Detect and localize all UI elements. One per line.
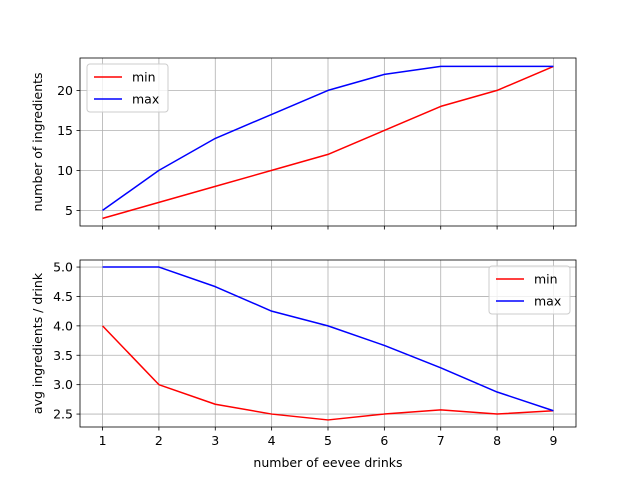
legend-box [86, 63, 169, 113]
y-tick-label: 5 [65, 203, 73, 218]
y-axis-label: avg ingredients / drink [30, 272, 45, 414]
x-tick-label: 2 [155, 433, 163, 448]
y-tick-label: 4.0 [53, 318, 73, 333]
series-line-max [102, 266, 554, 412]
y-tick-label: 5.0 [53, 260, 73, 275]
series-line-min [102, 65, 554, 220]
x-tick-label: 3 [211, 433, 219, 448]
x-tick-label: 7 [437, 433, 445, 448]
chart-panel-2: 1 2 3 4 5 6 7 8 9 2.5 3.0 3.5 4.0 4.5 5.0 avg ingredien… [30, 260, 577, 470]
chart-panel-1: 5 10 15 20 number of ingredients min max [30, 57, 577, 230]
series-line-min [102, 325, 554, 421]
legend: min max [488, 265, 571, 315]
x-tick-label: 8 [493, 433, 501, 448]
y-tick-label: 3.0 [53, 377, 73, 392]
x-tick-label: 1 [99, 433, 107, 448]
series-line-max [102, 65, 554, 212]
x-tick-label: 6 [380, 433, 388, 448]
x-tick-label: 5 [324, 433, 332, 448]
x-tick-label: 4 [268, 433, 276, 448]
y-tick-label: 2.5 [53, 407, 73, 422]
y-tick-label: 20 [57, 83, 73, 98]
x-tick-label: 9 [549, 433, 557, 448]
legend-label-min: min [132, 70, 156, 85]
legend-label-max: max [132, 92, 159, 107]
x-axis-label: number of eevee drinks [253, 455, 402, 470]
legend: min max [86, 63, 169, 113]
legend-label-min: min [534, 272, 558, 287]
legend-box [488, 265, 571, 315]
y-tick-label: 3.5 [53, 348, 73, 363]
y-axis-label: number of ingredients [30, 72, 45, 211]
y-tick-label: 4.5 [53, 289, 73, 304]
y-tick-label: 15 [57, 123, 73, 138]
y-tick-label: 10 [57, 163, 73, 178]
legend-label-max: max [534, 294, 561, 309]
